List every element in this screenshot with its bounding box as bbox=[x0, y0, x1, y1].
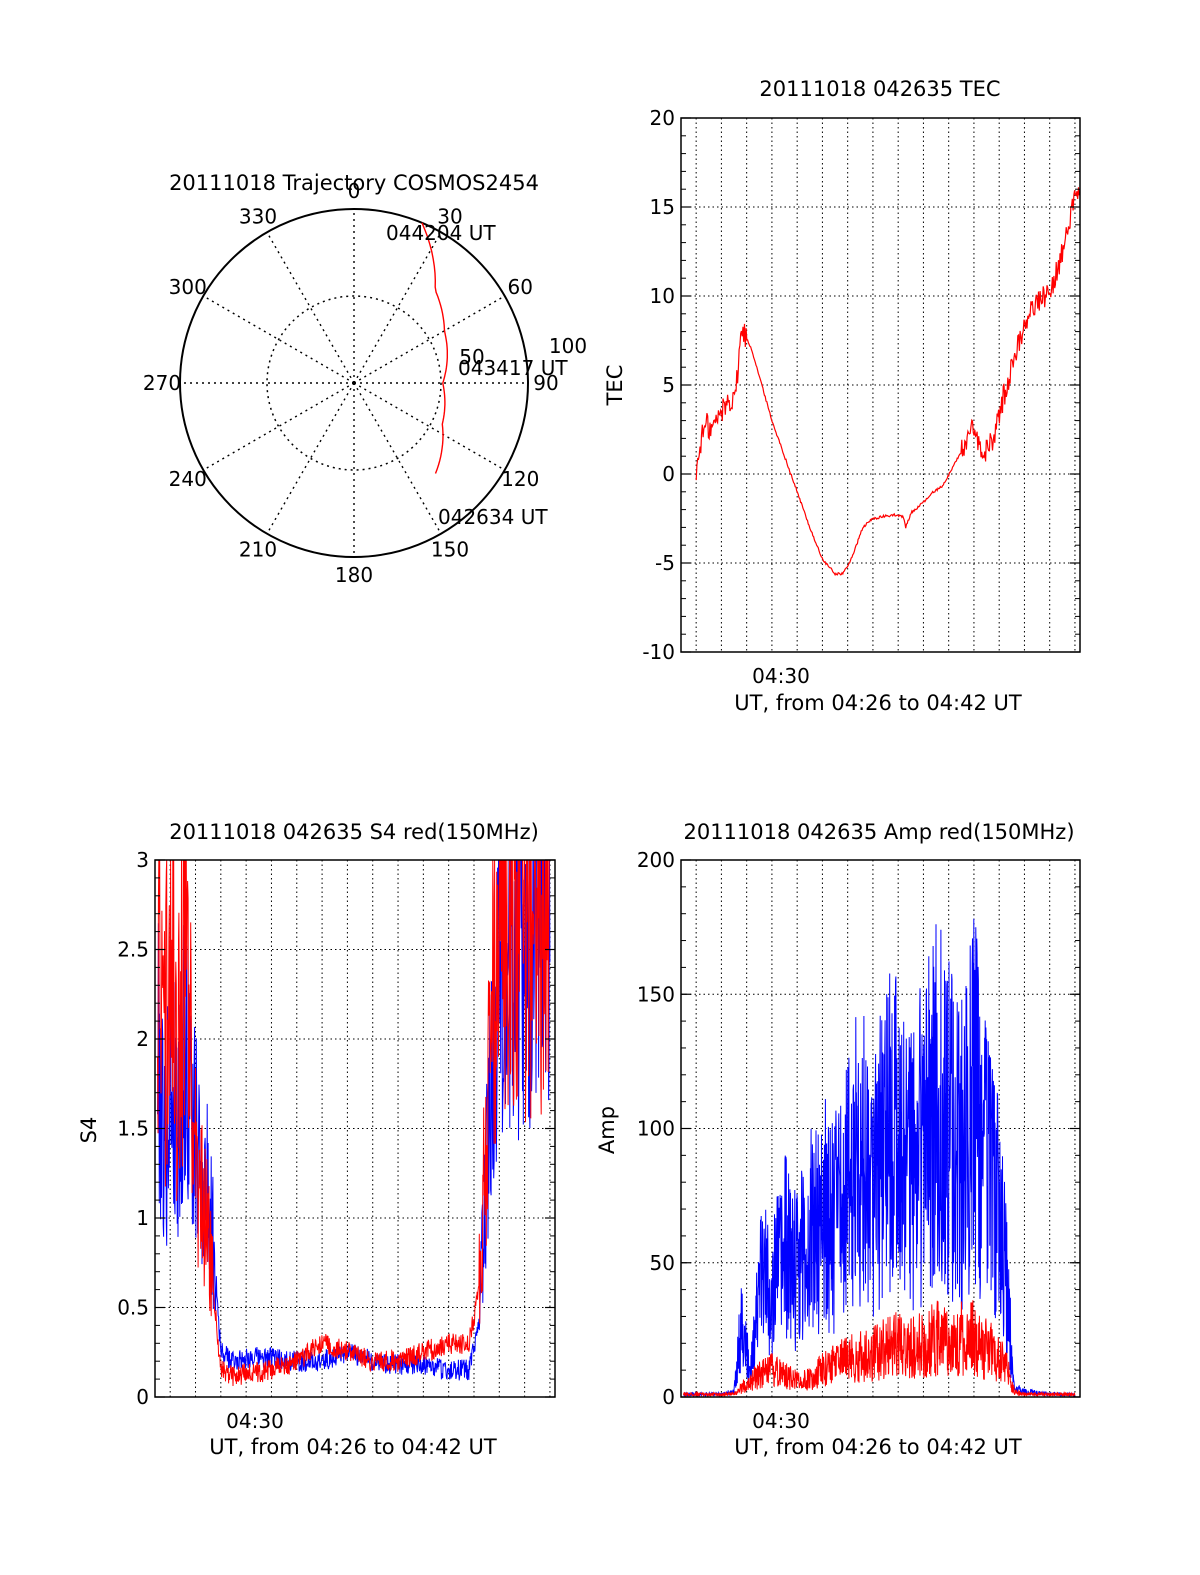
polar-angle-label: 300 bbox=[169, 275, 207, 299]
trajectory-mid-label: 043417 UT bbox=[458, 356, 568, 380]
s4-x-axis-label: UT, from 04:26 to 04:42 UT bbox=[209, 1435, 497, 1459]
polar-grid-spoke bbox=[353, 382, 506, 471]
tec-y-tick-label: 10 bbox=[650, 284, 675, 308]
amp-y-tick-label: 0 bbox=[662, 1385, 675, 1409]
polar-angle-label: 120 bbox=[501, 467, 539, 491]
polar-title: 20111018 Trajectory COSMOS2454 bbox=[169, 171, 539, 195]
tec-series bbox=[695, 187, 1081, 577]
amp-x-axis-label: UT, from 04:26 to 04:42 UT bbox=[734, 1435, 1022, 1459]
amp-series-red bbox=[683, 1300, 1076, 1398]
polar-grid-spoke bbox=[353, 295, 506, 384]
trajectory-line bbox=[421, 222, 448, 474]
polar-angle-labels: 0 30 60 90 120 150 180 210 240 270 300 330 bbox=[143, 179, 559, 587]
polar-grid bbox=[180, 209, 528, 557]
tec-grid bbox=[681, 118, 1080, 652]
amp-y-tick-label: 100 bbox=[637, 1117, 675, 1141]
polar-angle-label: 240 bbox=[169, 467, 207, 491]
s4-y-tick-label: 0 bbox=[136, 1385, 149, 1409]
trajectory-end-label: 044204 UT bbox=[386, 221, 496, 245]
polar-radial-label: 50 bbox=[459, 345, 484, 369]
amp-x-tick-label: 04:30 bbox=[752, 1409, 810, 1433]
amp-title: 20111018 042635 Amp red(150MHz) bbox=[683, 820, 1074, 844]
tec-y-tick-label: -10 bbox=[642, 640, 675, 664]
polar-angle-label: 150 bbox=[431, 537, 469, 561]
trajectory-polar-panel: 20111018 Trajectory COSMOS2454 0 30 60 90 12… bbox=[143, 171, 587, 587]
s4-y-tick-label: 1.5 bbox=[117, 1117, 149, 1141]
s4-y-tick-label: 2 bbox=[136, 1027, 149, 1051]
tec-y-tick-label: 5 bbox=[662, 373, 675, 397]
polar-angle-label: 90 bbox=[533, 371, 558, 395]
amp-y-tick-label: 50 bbox=[650, 1251, 675, 1275]
tec-y-tick-label: 15 bbox=[650, 195, 675, 219]
polar-grid-ring bbox=[266, 295, 442, 471]
polar-angle-label: 180 bbox=[335, 563, 373, 587]
s4-y-tick-label: 3 bbox=[136, 848, 149, 872]
polar-angle-label: 330 bbox=[239, 205, 277, 229]
s4-y-tick-label: 0.5 bbox=[117, 1296, 149, 1320]
s4-series bbox=[157, 859, 551, 1387]
polar-grid-spoke bbox=[202, 382, 355, 471]
polar-radial-labels: 50 100 bbox=[459, 334, 587, 369]
amp-ticks: 0 50 100 150 200 bbox=[637, 848, 1080, 1409]
polar-grid-spoke bbox=[353, 231, 442, 384]
polar-grid-spoke bbox=[266, 231, 355, 384]
s4-series-red bbox=[157, 859, 550, 1387]
tec-y-axis-label: TEC bbox=[603, 365, 627, 407]
polar-radial-label: 100 bbox=[549, 334, 587, 358]
amp-y-tick-label: 150 bbox=[637, 982, 675, 1006]
tec-y-tick-label: 20 bbox=[650, 106, 675, 130]
tec-y-tick-label: -5 bbox=[655, 551, 675, 575]
polar-angle-label: 270 bbox=[143, 371, 181, 395]
s4-y-tick-label: 2.5 bbox=[117, 938, 149, 962]
s4-series-blue bbox=[157, 859, 551, 1381]
tec-ticks: -10 -5 0 5 10 15 20 bbox=[642, 106, 1080, 664]
s4-ticks: 0 0.5 1 1.5 2 2.5 3 bbox=[117, 848, 555, 1409]
tec-x-axis-label: UT, from 04:26 to 04:42 UT bbox=[734, 691, 1022, 715]
amp-series-blue bbox=[683, 918, 1076, 1398]
trajectory-start-label: 042634 UT bbox=[438, 505, 548, 529]
s4-panel: 20111018 042635 S4 red(150MHz) 0 0.5 1 1.5 2… bbox=[77, 820, 556, 1459]
polar-angle-label: 60 bbox=[508, 275, 533, 299]
polar-grid-spoke bbox=[266, 382, 355, 535]
amp-panel: 20111018 042635 Amp red(150MHz) 0 50 100 15… bbox=[595, 820, 1081, 1459]
polar-grid-spoke bbox=[353, 382, 442, 535]
tec-title: 20111018 042635 TEC bbox=[759, 77, 1000, 101]
polar-angle-label: 30 bbox=[437, 205, 462, 229]
s4-title: 20111018 042635 S4 red(150MHz) bbox=[169, 820, 539, 844]
polar-angle-label: 0 bbox=[348, 179, 361, 203]
s4-y-tick-label: 1 bbox=[136, 1206, 149, 1230]
s4-x-tick-label: 04:30 bbox=[226, 1409, 284, 1433]
amp-y-tick-label: 200 bbox=[637, 848, 675, 872]
polar-grid-spoke bbox=[202, 295, 355, 384]
tec-series-red bbox=[695, 187, 1081, 577]
polar-angle-label: 210 bbox=[239, 537, 277, 561]
polar-outer-ring bbox=[179, 208, 529, 558]
amp-series bbox=[683, 918, 1076, 1398]
tec-x-tick-label: 04:30 bbox=[752, 664, 810, 688]
amp-y-axis-label: Amp bbox=[595, 1106, 619, 1154]
s4-y-axis-label: S4 bbox=[77, 1117, 101, 1144]
tec-y-tick-label: 0 bbox=[662, 462, 675, 486]
